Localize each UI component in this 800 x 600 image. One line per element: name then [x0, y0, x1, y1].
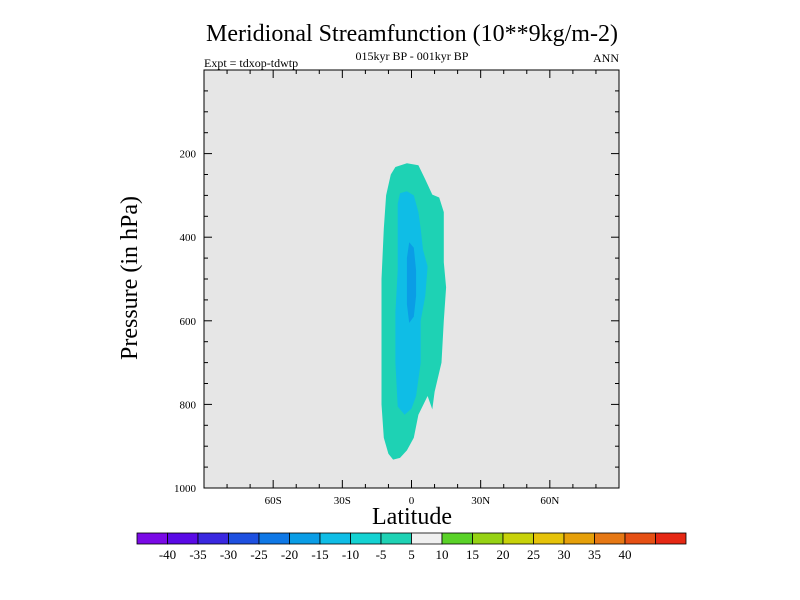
colorbar-swatch	[594, 532, 626, 545]
y-tick-label: 1000	[174, 483, 197, 495]
colorbar-label: 20	[497, 547, 510, 562]
colorbar-swatch	[289, 532, 321, 545]
x-tick-label: 60S	[265, 495, 282, 507]
colorbar-label: -35	[189, 547, 206, 562]
colorbar: -40 -35 -30 -25 -20 -15 -10 -5 5 10 15 20 25 30 35 40	[136, 532, 687, 562]
contour-layer	[381, 163, 447, 460]
colorbar-swatch	[563, 532, 595, 545]
colorbar-label: 40	[619, 547, 632, 562]
y-tick-label: 600	[180, 316, 197, 328]
y-axis-label: Pressure (in hPa)	[117, 196, 143, 360]
colorbar-swatch	[472, 532, 504, 545]
colorbar-label: -40	[159, 547, 176, 562]
colorbar-label: -30	[220, 547, 237, 562]
colorbar-swatch	[197, 532, 229, 545]
colorbar-swatch	[228, 532, 260, 545]
y-tick-label: 200	[180, 149, 197, 161]
contour-region-level-3	[406, 242, 417, 323]
colorbar-swatch	[655, 532, 687, 545]
colorbar-swatch	[502, 532, 534, 545]
colorbar-swatch	[624, 532, 656, 545]
colorbar-swatch	[136, 532, 168, 545]
axis-ticks	[204, 70, 619, 489]
y-tick-label: 400	[180, 232, 197, 244]
colorbar-label: -5	[376, 547, 387, 562]
x-axis-label: Latitude	[372, 504, 452, 530]
colorbar-swatch	[319, 532, 351, 545]
right-subtitle: ANN	[593, 51, 619, 65]
colorbar-label: 10	[436, 547, 449, 562]
center-subtitle: 015kyr BP - 001kyr BP	[356, 49, 469, 63]
chart-title: Meridional Streamfunction (10**9kg/m-2)	[206, 21, 618, 47]
x-tick-label: 30S	[334, 495, 351, 507]
colorbar-swatch	[350, 532, 382, 545]
left-subtitle: Expt = tdxop-tdwtp	[204, 56, 298, 70]
colorbar-swatch	[258, 532, 290, 545]
colorbar-label: 30	[558, 547, 571, 562]
colorbar-label: -25	[250, 547, 267, 562]
colorbar-label: 5	[408, 547, 415, 562]
x-tick-label: 30N	[471, 495, 490, 507]
colorbar-label: 25	[527, 547, 540, 562]
colorbar-label: -20	[281, 547, 298, 562]
x-tick-label: 60N	[540, 495, 559, 507]
y-tick-label: 800	[180, 399, 197, 411]
colorbar-label: 35	[588, 547, 601, 562]
colorbar-label: -15	[311, 547, 328, 562]
colorbar-swatch	[380, 532, 412, 545]
colorbar-label: 15	[466, 547, 479, 562]
colorbar-label: -10	[342, 547, 359, 562]
axis-tick-labels: 60S 30S 0 30N 60N 200 400 600 800 1000	[174, 149, 559, 507]
colorbar-swatch	[411, 532, 443, 545]
colorbar-swatch	[167, 532, 199, 545]
x-tick-label: 0	[409, 495, 415, 507]
colorbar-swatch	[441, 532, 473, 545]
colorbar-swatch	[533, 532, 565, 545]
